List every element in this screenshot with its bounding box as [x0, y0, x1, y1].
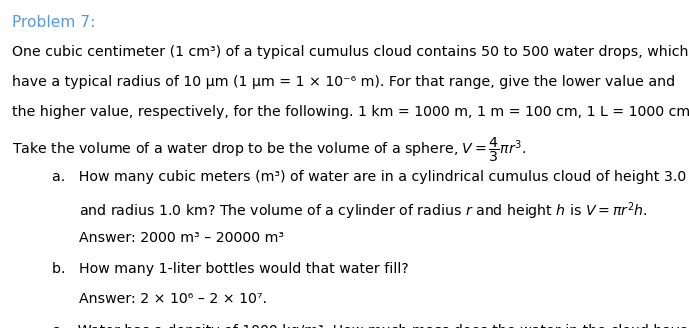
Text: a.   How many cubic meters (m³) of water are in a cylindrical cumulus cloud of h: a. How many cubic meters (m³) of water a…	[52, 170, 689, 184]
Text: the higher value, respectively, for the following. 1 km = 1000 m, 1 m = 100 cm, : the higher value, respectively, for the …	[12, 105, 689, 119]
Text: Answer: 2 × 10⁶ – 2 × 10⁷.: Answer: 2 × 10⁶ – 2 × 10⁷.	[79, 292, 267, 306]
Text: Take the volume of a water drop to be the volume of a sphere, $V = \dfrac{4}{3}\: Take the volume of a water drop to be th…	[12, 135, 527, 164]
Text: have a typical radius of 10 μm (1 μm = 1 × 10⁻⁶ m). For that range, give the low: have a typical radius of 10 μm (1 μm = 1…	[12, 75, 675, 89]
Text: b.   How many 1-liter bottles would that water fill?: b. How many 1-liter bottles would that w…	[52, 262, 409, 276]
Text: Problem 7:: Problem 7:	[12, 15, 96, 30]
Text: and radius 1.0 km? The volume of a cylinder of radius $r$ and height $h$ is $V =: and radius 1.0 km? The volume of a cylin…	[79, 200, 648, 222]
Text: c.   Water has a density of 1000 kg/m³. How much mass does the water in the clou: c. Water has a density of 1000 kg/m³. Ho…	[52, 324, 689, 328]
Text: Answer: 2000 m³ – 20000 m³: Answer: 2000 m³ – 20000 m³	[79, 231, 285, 244]
Text: One cubic centimeter (1 cm³) of a typical cumulus cloud contains 50 to 500 water: One cubic centimeter (1 cm³) of a typica…	[12, 45, 689, 59]
